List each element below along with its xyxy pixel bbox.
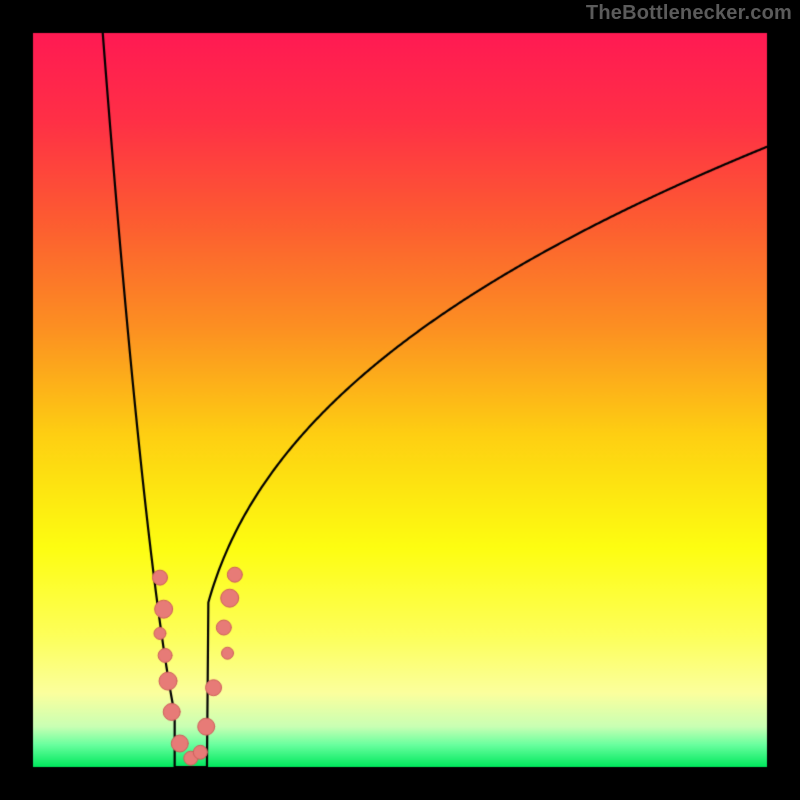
chart-container: TheBottlenecker.com <box>0 0 800 800</box>
bottleneck-chart-canvas <box>0 0 800 800</box>
watermark-text: TheBottlenecker.com <box>586 2 792 25</box>
